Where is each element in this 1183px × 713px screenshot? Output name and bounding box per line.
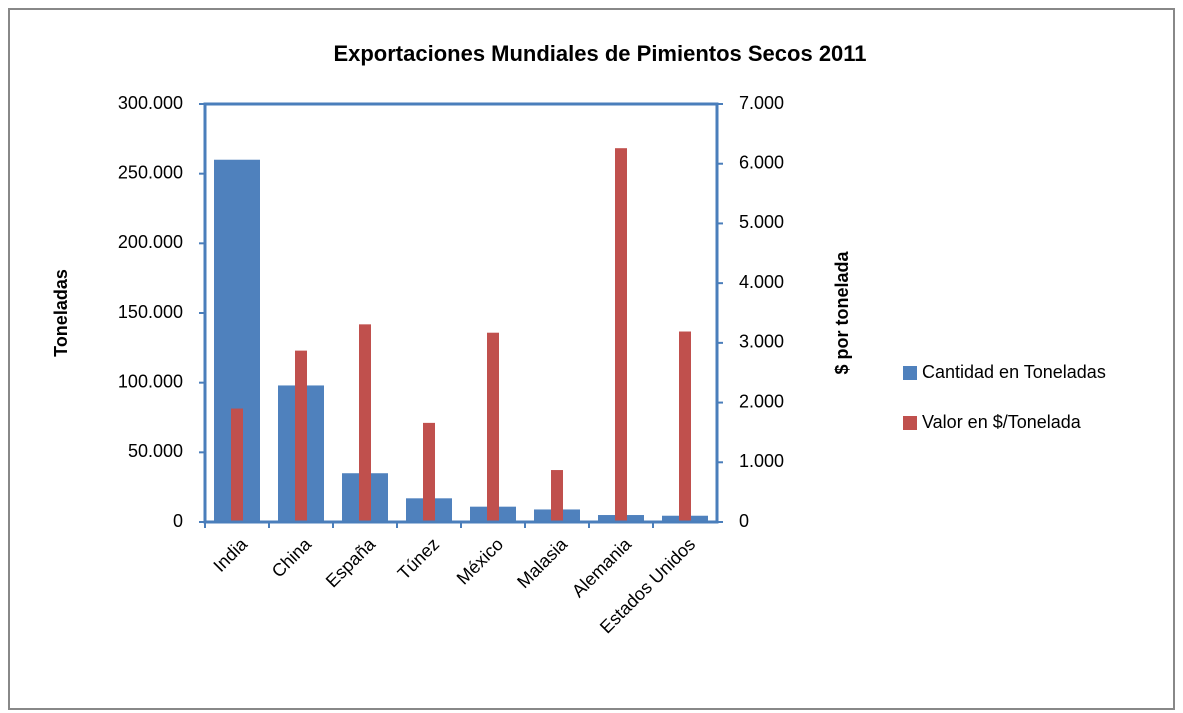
y2-tick-label: 1.000 bbox=[739, 451, 784, 471]
legend-swatch bbox=[903, 416, 917, 430]
bar bbox=[423, 422, 435, 522]
y2-tick-label: 6.000 bbox=[739, 152, 784, 172]
bar bbox=[487, 332, 499, 522]
y-axis-title: Toneladas bbox=[51, 269, 71, 357]
bar bbox=[295, 350, 307, 522]
y2-tick-label: 2.000 bbox=[739, 391, 784, 411]
y-tick-label: 300.000 bbox=[118, 93, 183, 113]
bar bbox=[231, 408, 243, 522]
chart-title: Exportaciones Mundiales de Pimientos Sec… bbox=[333, 41, 866, 66]
y2-tick-label: 5.000 bbox=[739, 212, 784, 232]
y-tick-label: 200.000 bbox=[118, 232, 183, 252]
y-tick-label: 0 bbox=[173, 511, 183, 531]
bar bbox=[551, 470, 563, 522]
y-tick-label: 50.000 bbox=[128, 441, 183, 461]
y-tick-label: 250.000 bbox=[118, 162, 183, 182]
y2-tick-label: 7.000 bbox=[739, 93, 784, 113]
bar bbox=[359, 324, 371, 522]
legend-label: Cantidad en Toneladas bbox=[922, 362, 1106, 382]
legend-swatch bbox=[903, 366, 917, 380]
chart-border bbox=[8, 8, 1175, 710]
y2-axis-title: $ por tonelada bbox=[832, 251, 852, 375]
y2-tick-label: 4.000 bbox=[739, 272, 784, 292]
y2-tick-label: 3.000 bbox=[739, 332, 784, 352]
bar bbox=[679, 331, 691, 522]
y-tick-label: 150.000 bbox=[118, 302, 183, 322]
bar bbox=[615, 148, 627, 522]
y2-tick-label: 0 bbox=[739, 511, 749, 531]
legend-label: Valor en $/Tonelada bbox=[922, 412, 1082, 432]
y-tick-label: 100.000 bbox=[118, 371, 183, 391]
plot-area bbox=[203, 102, 719, 524]
